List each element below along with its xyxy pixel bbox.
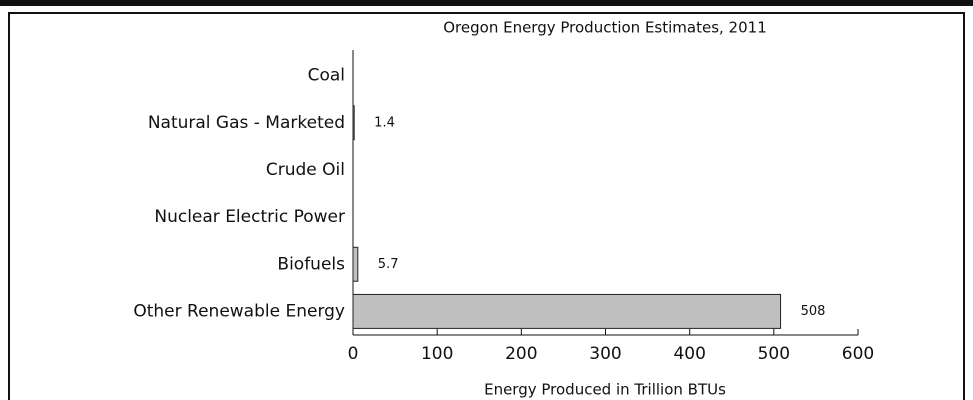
frame — [8, 12, 965, 400]
x-tick-label: 300 — [589, 344, 621, 364]
x-tick-label: 500 — [758, 344, 790, 364]
x-tick-label: 400 — [673, 344, 705, 364]
bar — [352, 293, 782, 329]
top-rule — [0, 0, 973, 6]
x-tick-label: 200 — [505, 344, 537, 364]
y-tick-label: Nuclear Electric Power — [154, 207, 345, 227]
y-tick-label: Natural Gas - Marketed — [148, 113, 345, 133]
data-label: 1.4 — [374, 115, 395, 130]
data-label: 508 — [801, 304, 826, 319]
x-axis-label: Energy Produced in Trillion BTUs — [484, 381, 726, 399]
x-tick-label: 600 — [842, 344, 874, 364]
y-tick-label: Crude Oil — [266, 160, 345, 180]
x-tick-label: 100 — [421, 344, 453, 364]
y-tick-label: Other Renewable Energy — [133, 301, 345, 321]
bar — [352, 246, 359, 282]
x-tick-label: 0 — [348, 344, 359, 364]
bar — [352, 105, 355, 141]
chart-title: Oregon Energy Production Estimates, 2011 — [443, 19, 766, 37]
data-label: 5.7 — [378, 257, 399, 272]
y-tick-label: Coal — [308, 66, 345, 86]
y-tick-label: Biofuels — [277, 254, 345, 274]
